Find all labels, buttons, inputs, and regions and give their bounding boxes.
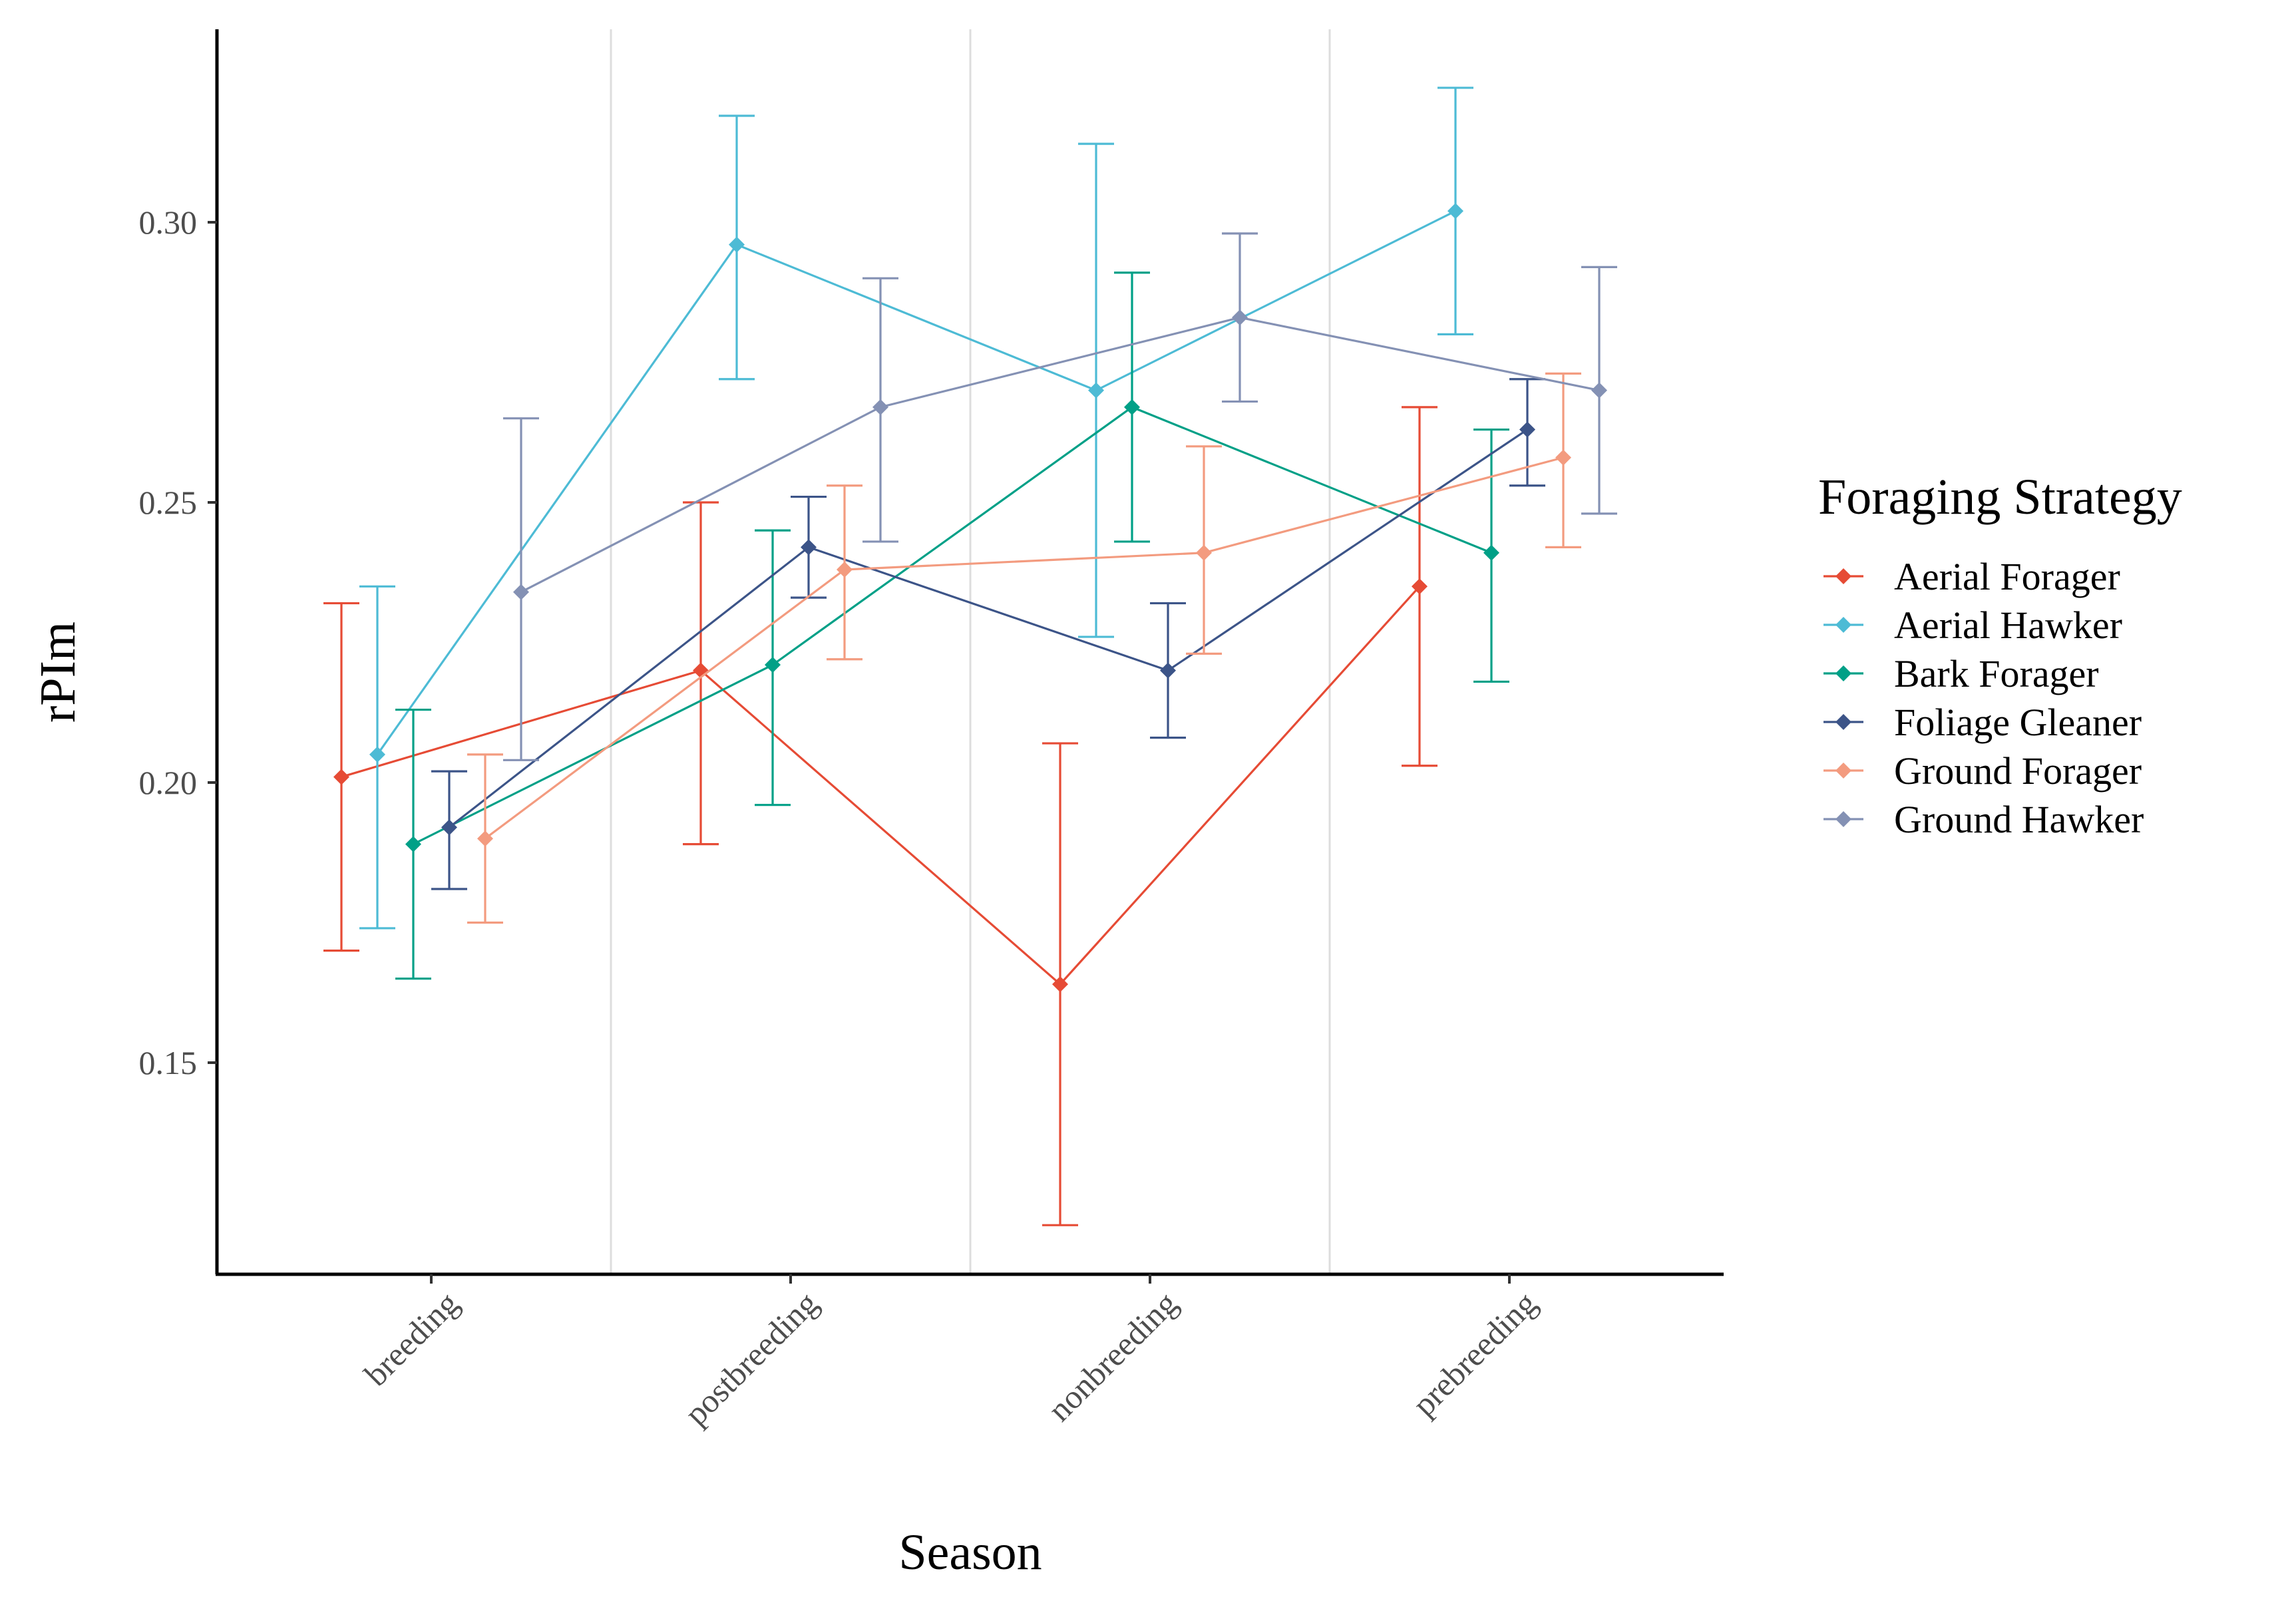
data-point: [729, 236, 745, 253]
x-tick-label: nonbreeding: [1040, 1284, 1184, 1428]
series-line: [413, 406, 1492, 846]
legend-entry: Foliage Gleaner: [1823, 701, 2142, 744]
legend-entry: Aerial Hawker: [1823, 604, 2122, 647]
series-foliage-gleaner: [431, 378, 1545, 890]
data-point: [441, 819, 457, 836]
series-line: [520, 316, 1600, 594]
legend: Foraging Strategy Aerial Forager Aerial H…: [1818, 469, 2182, 841]
series-line: [449, 429, 1528, 828]
legend-label: Ground Forager: [1894, 749, 2142, 793]
series-bark-forager: [395, 271, 1509, 980]
data-point: [1447, 203, 1463, 220]
x-tick-label: breeding: [357, 1284, 465, 1393]
legend-label: Aerial Forager: [1894, 555, 2120, 598]
series-line: [376, 210, 1456, 755]
legend-entry: Ground Forager: [1823, 749, 2142, 793]
x-tick-label: postbreeding: [677, 1284, 825, 1432]
data-point: [1088, 382, 1104, 399]
data-point: [801, 539, 817, 556]
x-axis-title: Season: [898, 1524, 1042, 1580]
data-point: [1412, 578, 1428, 595]
data-point: [477, 830, 493, 847]
legend-entry: Ground Hawker: [1823, 798, 2144, 841]
legend-key-marker: [1835, 617, 1851, 633]
y-tick-label: 0.25: [139, 484, 198, 521]
legend-label: Ground Hawker: [1894, 798, 2144, 841]
data-point: [513, 584, 529, 600]
data-point: [1196, 544, 1212, 561]
legend-key-marker: [1835, 714, 1851, 730]
data-point: [1124, 399, 1140, 415]
data-point: [1160, 662, 1176, 679]
y-axis-title: rPIm: [30, 621, 86, 723]
legend-label: Bark Forager: [1894, 652, 2099, 695]
data-point: [1555, 449, 1571, 466]
series-line: [484, 456, 1564, 840]
data-point: [837, 562, 853, 578]
series-aerial-hawker: [359, 87, 1473, 930]
legend-label: Foliage Gleaner: [1894, 701, 2142, 744]
data-point: [872, 399, 888, 415]
legend-key-marker: [1835, 568, 1851, 584]
legend-title: Foraging Strategy: [1818, 469, 2182, 525]
legend-entry: Bark Forager: [1823, 652, 2099, 695]
legend-key-marker: [1835, 811, 1851, 827]
data-point: [1232, 309, 1248, 326]
series-ground-hawker: [503, 232, 1617, 761]
data-point: [1519, 421, 1535, 438]
y-tick-label: 0.20: [139, 764, 198, 801]
series: [323, 87, 1617, 1226]
grid-lines: [610, 29, 1331, 1273]
x-ticks: breeding postbreeding nonbreeding prebreedi…: [357, 1274, 1544, 1432]
data-point: [333, 769, 349, 785]
legend-key-marker: [1835, 665, 1851, 681]
data-point: [1591, 382, 1607, 399]
data-point: [1052, 976, 1068, 993]
y-tick-label: 0.15: [139, 1044, 198, 1081]
y-tick-label: 0.30: [139, 204, 198, 241]
data-point: [369, 746, 385, 763]
series-ground-forager: [467, 372, 1581, 924]
legend-key-marker: [1835, 763, 1851, 779]
data-point: [405, 836, 421, 852]
legend-label: Aerial Hawker: [1894, 604, 2122, 647]
data-point: [1483, 544, 1499, 561]
x-tick-label: prebreeding: [1405, 1284, 1543, 1423]
data-point: [765, 657, 781, 673]
axes: [215, 29, 1724, 1276]
y-ticks: 0.15 0.20 0.25 0.30: [139, 204, 217, 1081]
legend-entry: Aerial Forager: [1823, 555, 2120, 598]
